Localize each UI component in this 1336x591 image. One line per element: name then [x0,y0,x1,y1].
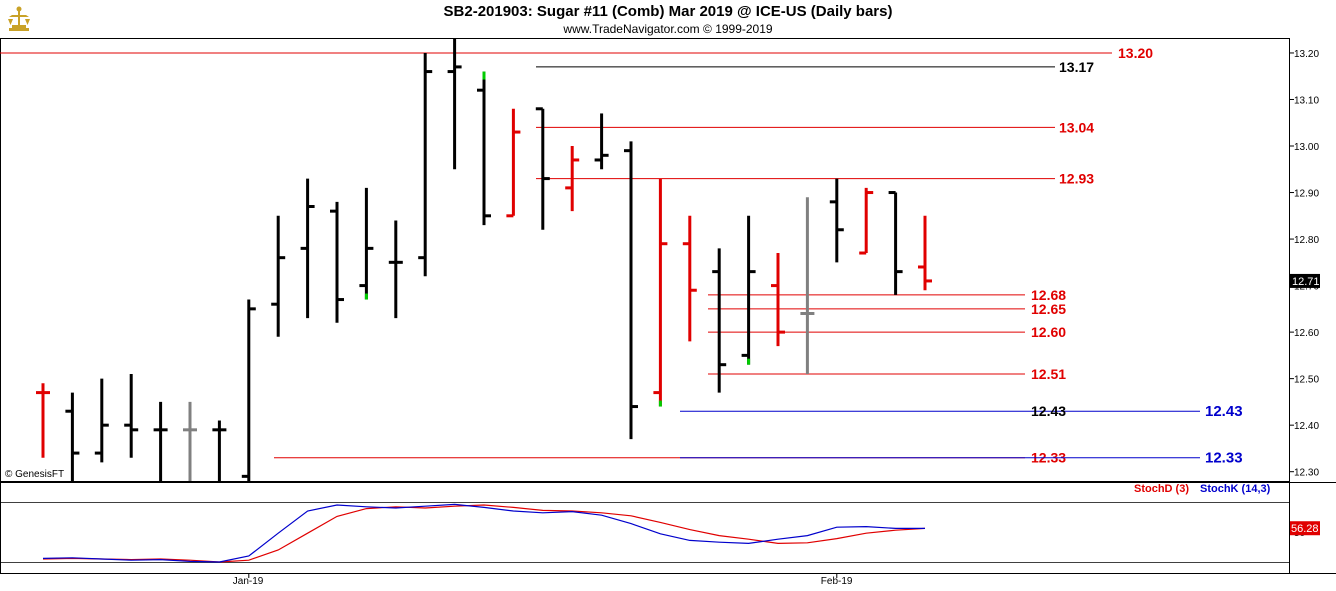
stoch-last-box [1290,521,1320,536]
level-label: 12.93 [1059,171,1094,187]
level-label: 12.33 [1205,450,1243,467]
y-tick-label: 12.90 [1294,189,1319,200]
level-label: 12.60 [1031,324,1066,340]
y-tick-label: 13.00 [1294,142,1319,153]
y-tick-label: 12.60 [1294,328,1319,339]
level-label: 12.43 [1205,403,1243,420]
last-price-label: 12.71 [1292,276,1320,288]
y-tick-label: 12.50 [1294,375,1319,386]
x-tick-label: Jan-19 [233,576,264,587]
legend-stoch-k: StochK (14,3) [1200,483,1271,495]
y-tick-label: 13.20 [1294,49,1319,60]
level-label: 13.04 [1059,119,1094,135]
chart-subtitle: www.TradeNavigator.com © 1999-2019 [563,22,773,36]
level-label: 12.65 [1031,301,1066,317]
level-label: 12.51 [1031,366,1066,382]
chart-title: SB2-201903: Sugar #11 (Comb) Mar 2019 @ … [443,3,893,20]
stoch-line [42,503,925,563]
y-tick-label: 13.10 [1294,95,1319,106]
legend-stoch-d: StochD (3) [1134,483,1189,495]
y-tick-label: 12.80 [1294,235,1319,246]
price-panel-frame [0,38,1290,482]
last-price-box [1290,273,1320,288]
copyright-label: © GenesisFT [5,469,65,480]
y-tick-label: 12.30 [1294,468,1319,479]
stoch-line [42,504,926,563]
level-label: 13.20 [1118,45,1153,61]
level-label: 12.68 [1031,287,1066,303]
x-tick-label: Feb-19 [821,576,853,587]
brand-logo-icon [8,6,30,31]
y-tick-label: 12.40 [1294,421,1319,432]
level-label: 13.17 [1059,59,1094,75]
stoch-last-label: 56.28 [1291,523,1319,535]
level-label: 12.43 [1031,403,1066,419]
